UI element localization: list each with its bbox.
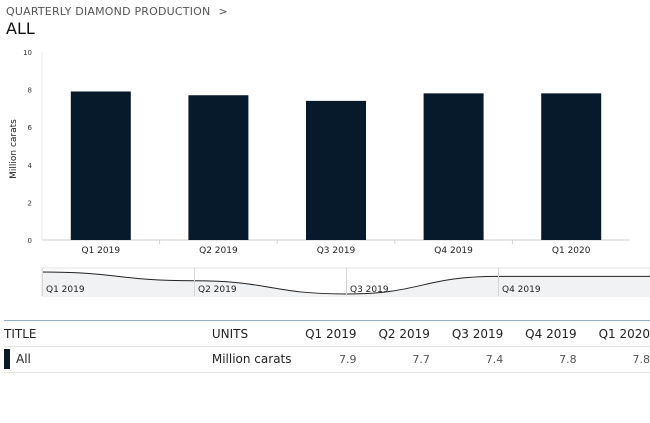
y-tick-label: 8 [28, 87, 32, 95]
y-axis-label: Million carats [9, 119, 19, 179]
bar-q1-2019[interactable] [70, 91, 131, 240]
table-row[interactable]: All Million carats 7.9 7.7 7.4 7.8 7.8 [4, 345, 650, 373]
cell-q1-2020: 7.8 [576, 345, 650, 373]
navigator-label: Q4 2019 [502, 285, 541, 295]
bar-chart: Million carats 0 2 4 6 8 10 Q1 2019 Q2 2019 Q3 2… [0, 42, 650, 256]
breadcrumb-separator-icon: > [218, 5, 228, 18]
breadcrumb-label[interactable]: QUARTERLY DIAMOND PRODUCTION [6, 5, 211, 18]
y-tick-label: 6 [28, 124, 33, 132]
navigator-label: Q2 2019 [198, 285, 237, 295]
column-header-q4-2019[interactable]: Q4 2019 [525, 326, 577, 341]
y-tick-label: 4 [28, 162, 33, 170]
cell-q3-2019: 7.4 [429, 345, 504, 373]
bar-q2-2019[interactable] [188, 95, 249, 240]
range-navigator[interactable]: Q1 2019 Q2 2019 Q3 2019 Q4 2019 [0, 262, 650, 302]
navigator-label: Q3 2019 [350, 285, 389, 295]
bar-q1-2020[interactable] [541, 93, 602, 240]
breadcrumb[interactable]: QUARTERLY DIAMOND PRODUCTION > [6, 5, 228, 18]
column-header-q1-2020[interactable]: Q1 2020 [598, 326, 650, 341]
bar-q4-2019[interactable] [423, 93, 484, 240]
x-tick-label: Q3 2019 [317, 246, 356, 256]
x-tick-label: Q1 2020 [552, 246, 591, 256]
bar-q3-2019[interactable] [306, 100, 366, 240]
x-tick-label: Q4 2019 [434, 246, 473, 256]
navigator-svg[interactable]: Q1 2019 Q2 2019 Q3 2019 Q4 2019 [0, 262, 650, 302]
y-tick-label: 2 [28, 199, 32, 207]
title-cell: All [4, 345, 212, 373]
cell-q1-2019: 7.9 [299, 345, 357, 373]
series-color-swatch [4, 349, 10, 369]
column-header-q1-2019[interactable]: Q1 2019 [305, 326, 357, 341]
column-header-q3-2019[interactable]: Q3 2019 [451, 326, 504, 341]
navigator-label: Q1 2019 [46, 285, 85, 295]
chart-svg: Million carats 0 2 4 6 8 10 Q1 2019 Q2 2019 Q3 2… [9, 49, 630, 256]
x-tick-label: Q1 2019 [82, 246, 121, 256]
y-tick-label: 10 [23, 49, 32, 57]
x-tick-label: Q2 2019 [199, 246, 238, 256]
page-title: ALL [6, 19, 35, 38]
column-header-q2-2019[interactable]: Q2 2019 [378, 326, 430, 341]
column-header-title[interactable]: TITLE [4, 326, 37, 341]
column-header-units[interactable]: UNITS [211, 326, 249, 341]
y-tick-label: 0 [28, 237, 32, 245]
table-header-row: TITLE UNITS Q1 2019 Q2 2019 Q3 2019 Q4 2… [4, 322, 650, 346]
row-title: All [16, 352, 31, 366]
data-table: TITLE UNITS Q1 2019 Q2 2019 Q3 2019 Q4 2… [4, 322, 650, 373]
table-divider [4, 320, 650, 321]
row-units: Million carats [211, 345, 300, 373]
cell-q4-2019: 7.8 [503, 345, 577, 373]
cell-q2-2019: 7.7 [356, 345, 430, 373]
